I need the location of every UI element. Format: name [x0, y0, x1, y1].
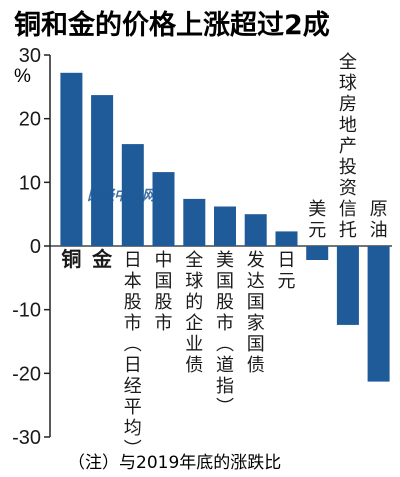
category-label: 原油	[370, 199, 388, 241]
bar	[152, 172, 175, 246]
category-label: 美国股市︵道指︶	[216, 250, 234, 418]
bars	[60, 72, 390, 382]
watermark: 日经中文网	[86, 187, 158, 204]
y-tick-label: 10	[19, 172, 41, 194]
category-label: 金	[91, 247, 113, 271]
category-label: 铜	[61, 247, 81, 271]
bar	[336, 246, 359, 325]
bar	[183, 198, 206, 246]
bar	[275, 231, 298, 246]
category-label: 全球房地产投资信托	[339, 52, 357, 241]
y-tick-label: 20	[19, 109, 41, 131]
category-labels: 铜金日本股市︵日经平均︶ 中国股市全球的企业债美国股市︵道指︶ 发达国家国债日元美元…	[61, 52, 387, 460]
bar	[306, 246, 329, 260]
category-label: 中国股市	[155, 250, 173, 334]
bar	[244, 214, 267, 246]
category-label: 发达国家国债	[247, 250, 265, 376]
category-label: 日元	[278, 250, 296, 292]
bar	[121, 144, 144, 246]
category-label: 全球的企业债	[185, 250, 203, 376]
y-tick-label: -10	[12, 300, 41, 322]
y-unit-label: %	[14, 66, 31, 87]
category-label: 日本股市︵日经平均︶	[124, 250, 142, 460]
bar	[367, 246, 390, 382]
category-label: 美元	[308, 199, 326, 241]
y-tick-label: -20	[12, 363, 41, 385]
chart-title: 铜和金的价格上涨超过2成	[14, 9, 330, 41]
bar	[91, 95, 114, 246]
y-tick-label: 0	[30, 236, 41, 258]
bar	[60, 72, 83, 246]
y-tick-label: -30	[12, 427, 41, 449]
footnote: （注）与2019年底的涨跌比	[68, 453, 281, 473]
bar	[214, 206, 236, 246]
y-tick-label: 30	[19, 45, 41, 67]
